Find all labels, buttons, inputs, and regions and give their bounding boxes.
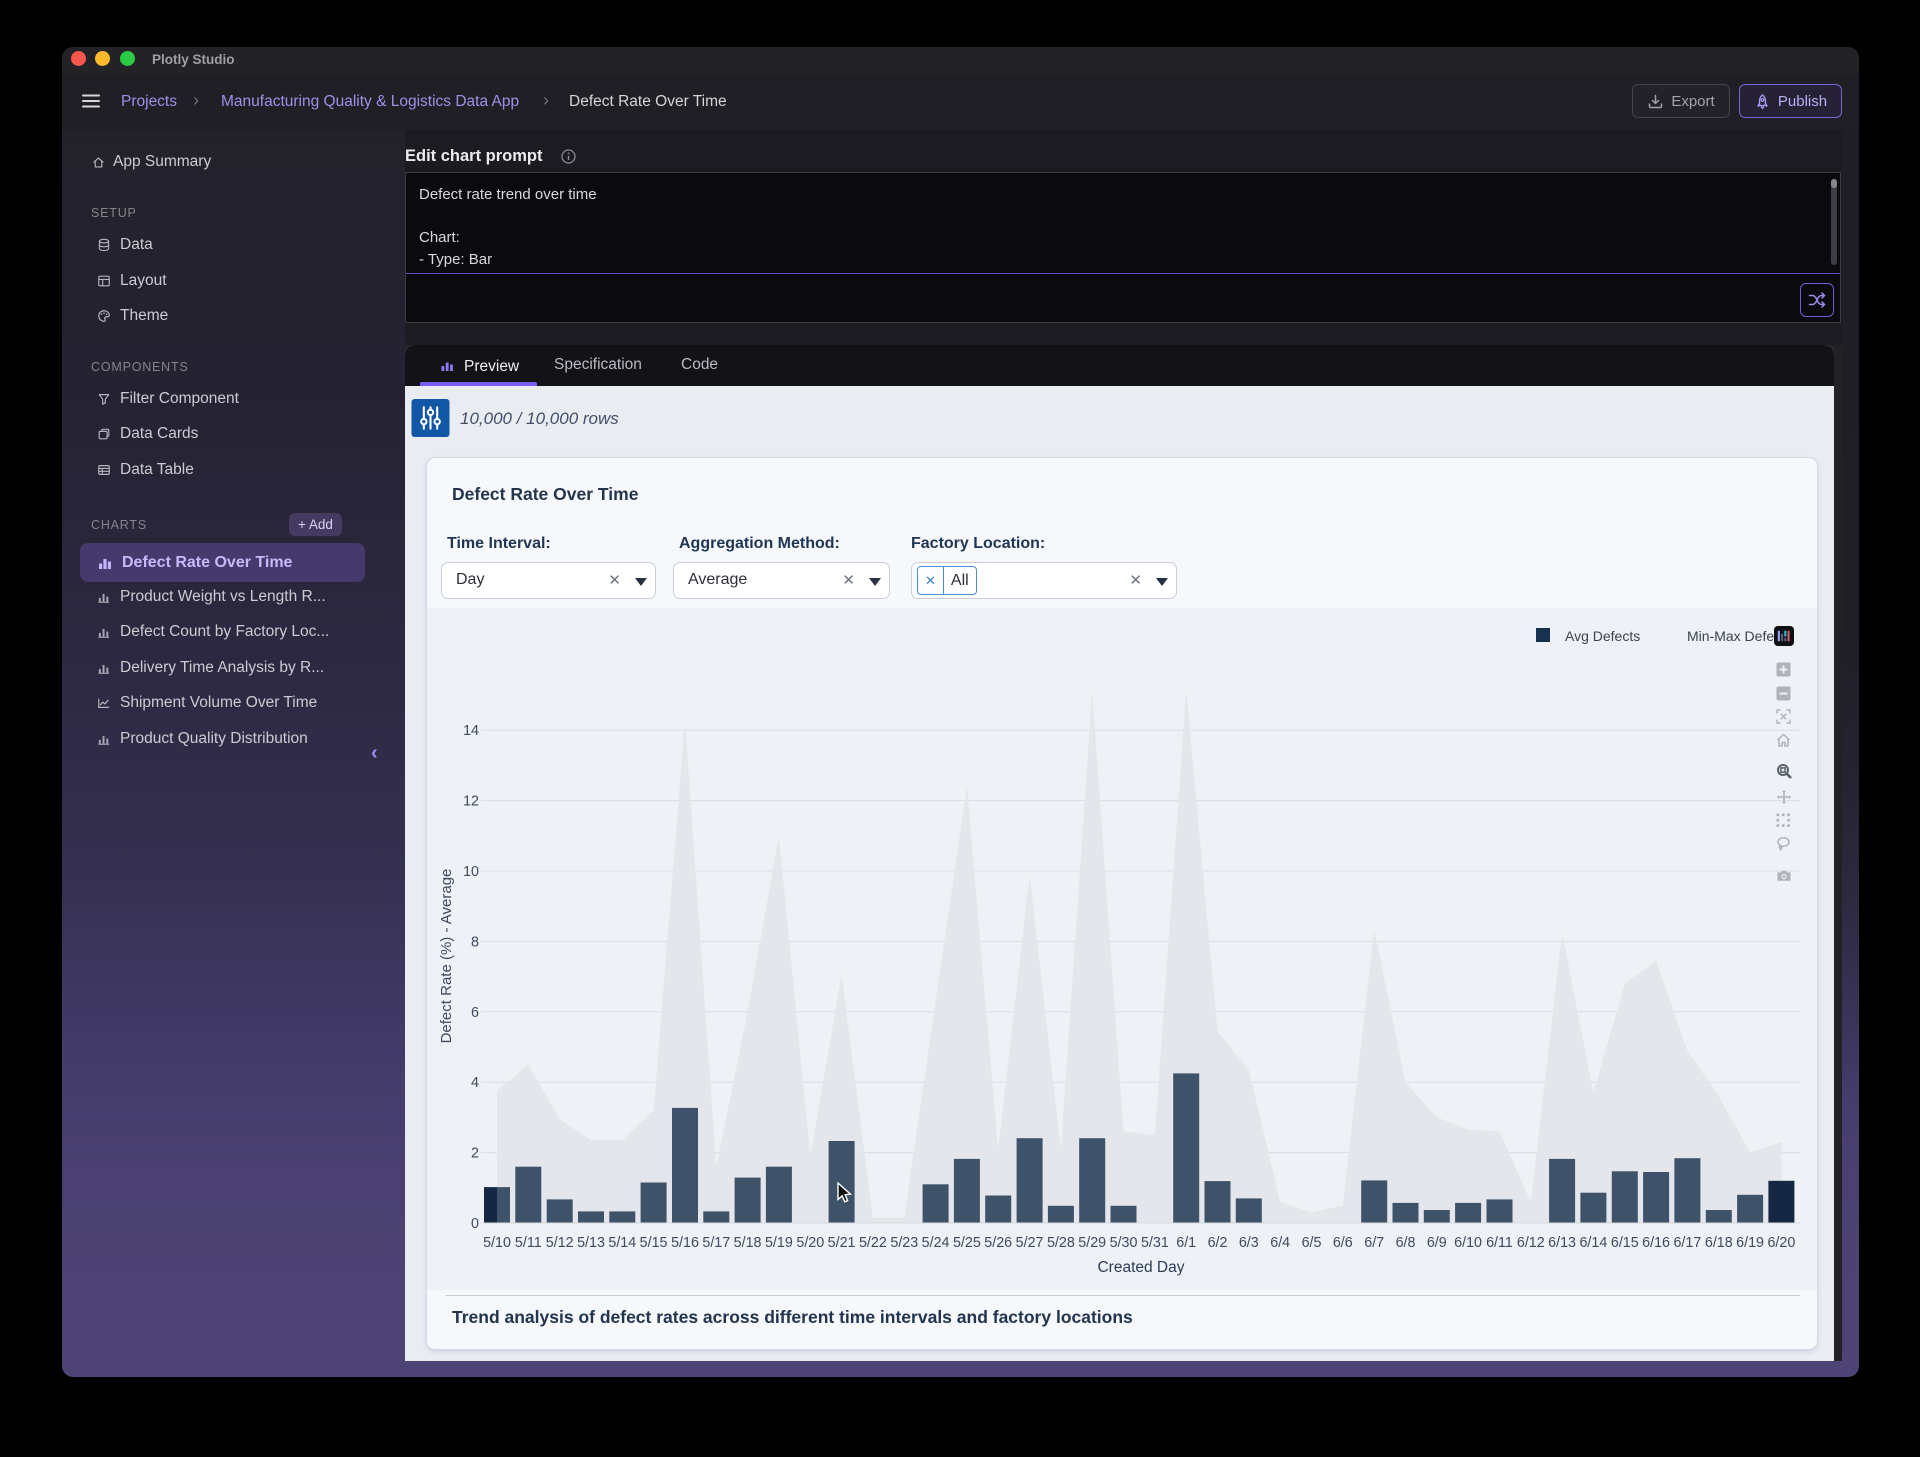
svg-text:6/2: 6/2 xyxy=(1208,1235,1228,1251)
svg-text:5/28: 5/28 xyxy=(1047,1235,1075,1251)
svg-text:5/30: 5/30 xyxy=(1110,1235,1138,1251)
svg-text:6/14: 6/14 xyxy=(1579,1235,1607,1251)
svg-text:5/31: 5/31 xyxy=(1141,1235,1169,1251)
svg-text:5/12: 5/12 xyxy=(546,1235,574,1251)
svg-text:12: 12 xyxy=(463,794,479,810)
svg-text:5/19: 5/19 xyxy=(765,1235,793,1251)
svg-text:5/20: 5/20 xyxy=(796,1235,824,1251)
svg-text:6/12: 6/12 xyxy=(1517,1235,1545,1251)
svg-text:4: 4 xyxy=(471,1075,479,1091)
svg-text:6/3: 6/3 xyxy=(1239,1235,1259,1251)
svg-text:6/8: 6/8 xyxy=(1396,1235,1416,1251)
svg-text:5/18: 5/18 xyxy=(734,1235,762,1251)
svg-text:5/23: 5/23 xyxy=(890,1235,918,1251)
svg-text:6: 6 xyxy=(471,1005,479,1021)
svg-text:5/22: 5/22 xyxy=(859,1235,887,1251)
svg-text:6/10: 6/10 xyxy=(1454,1235,1482,1251)
svg-text:5/13: 5/13 xyxy=(577,1235,605,1251)
svg-text:6/5: 6/5 xyxy=(1302,1235,1322,1251)
svg-text:5/14: 5/14 xyxy=(608,1235,636,1251)
svg-text:6/19: 6/19 xyxy=(1736,1235,1764,1251)
svg-text:5/24: 5/24 xyxy=(922,1235,950,1251)
svg-text:Created Day: Created Day xyxy=(1097,1259,1184,1276)
svg-text:10: 10 xyxy=(463,864,479,880)
svg-text:5/16: 5/16 xyxy=(671,1235,699,1251)
svg-text:5/25: 5/25 xyxy=(953,1235,981,1251)
svg-text:5/11: 5/11 xyxy=(515,1235,542,1251)
svg-text:5/27: 5/27 xyxy=(1016,1235,1044,1251)
svg-text:6/18: 6/18 xyxy=(1705,1235,1733,1251)
svg-text:6/1: 6/1 xyxy=(1176,1235,1196,1251)
svg-text:5/21: 5/21 xyxy=(828,1235,856,1251)
svg-text:2: 2 xyxy=(471,1146,479,1162)
svg-text:5/26: 5/26 xyxy=(984,1235,1012,1251)
svg-text:5/10: 5/10 xyxy=(483,1235,511,1251)
svg-text:6/6: 6/6 xyxy=(1333,1235,1353,1251)
svg-text:6/16: 6/16 xyxy=(1642,1235,1670,1251)
svg-text:5/17: 5/17 xyxy=(702,1235,730,1251)
svg-text:Defect Rate (%) - Average: Defect Rate (%) - Average xyxy=(438,869,455,1044)
svg-text:6/11: 6/11 xyxy=(1486,1235,1513,1251)
svg-text:6/17: 6/17 xyxy=(1673,1235,1701,1251)
svg-text:6/15: 6/15 xyxy=(1611,1235,1639,1251)
svg-text:6/7: 6/7 xyxy=(1364,1235,1384,1251)
svg-text:5/15: 5/15 xyxy=(640,1235,668,1251)
svg-text:8: 8 xyxy=(471,934,479,950)
svg-text:6/20: 6/20 xyxy=(1767,1235,1795,1251)
svg-text:14: 14 xyxy=(463,723,479,739)
svg-text:6/9: 6/9 xyxy=(1427,1235,1447,1251)
svg-text:6/13: 6/13 xyxy=(1548,1235,1576,1251)
svg-text:5/29: 5/29 xyxy=(1078,1235,1106,1251)
svg-text:0: 0 xyxy=(471,1216,479,1232)
svg-text:6/4: 6/4 xyxy=(1270,1235,1290,1251)
